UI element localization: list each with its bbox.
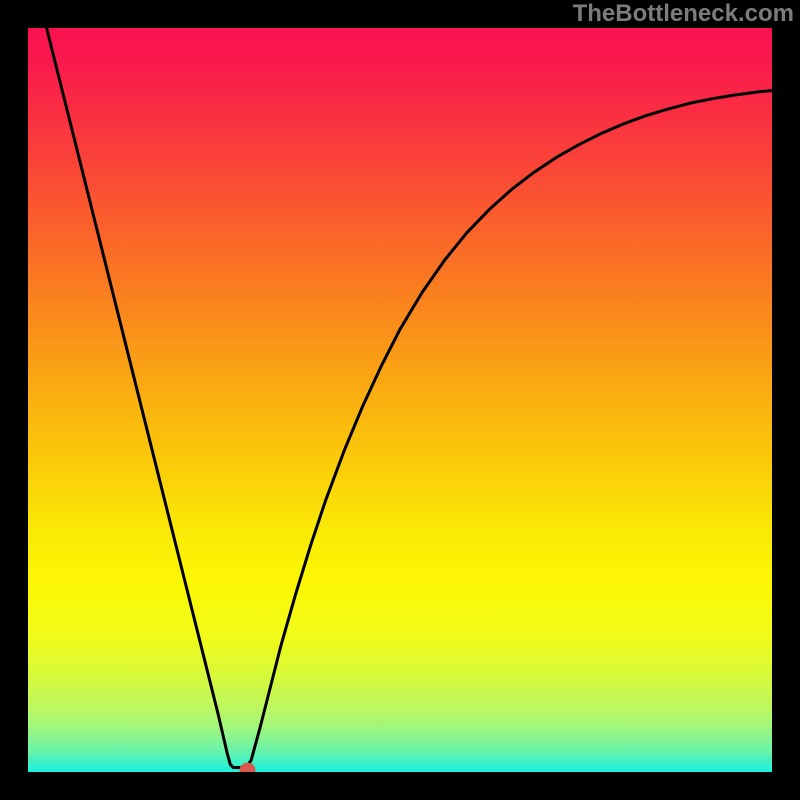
watermark-text: TheBottleneck.com xyxy=(573,0,794,28)
chart-stage: TheBottleneck.com xyxy=(0,0,800,800)
bottleneck-chart xyxy=(0,0,800,800)
